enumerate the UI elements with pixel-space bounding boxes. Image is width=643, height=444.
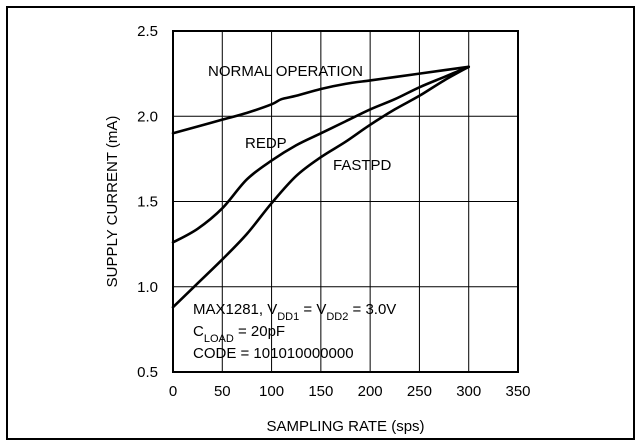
series-line-fastpd [171, 65, 471, 309]
x-axis-title: SAMPLING RATE (sps) [266, 418, 424, 435]
x-tick-label: 0 [169, 383, 177, 400]
cond1-suffix: = 3.0V [348, 301, 396, 318]
y-tick-label: 1.0 [137, 279, 158, 296]
tick-label-layer: 0 50 100 150 200 250 300 350 0.5 1.0 1.5 2.0 2.5 [137, 23, 530, 400]
x-tick-label: 300 [456, 383, 481, 400]
figure-frame [6, 6, 635, 440]
y-tick-label: 0.5 [137, 364, 158, 381]
cond1-prefix: MAX1281, V [193, 301, 277, 318]
curve-layer [171, 65, 471, 309]
cond2-sub-load: LOAD [204, 333, 234, 345]
plot-area-border [172, 30, 519, 373]
y-tick-label: 1.5 [137, 194, 158, 211]
x-tick-label: 250 [407, 383, 432, 400]
y-axis-title: SUPPLY CURRENT (mA) [104, 116, 121, 288]
series-line-normal-operation [171, 65, 471, 135]
fastpd-label: FASTPD [333, 157, 392, 174]
x-tick-label: 150 [308, 383, 333, 400]
condition-line-device: MAX1281, VDD1 = VDD2 = 3.0V [193, 301, 396, 323]
cond1-sub-dd2: DD2 [326, 311, 348, 323]
cond1-mid: = V [299, 301, 326, 318]
x-tick-label: 50 [214, 383, 231, 400]
series-line-redp [171, 65, 471, 244]
condition-line-code: CODE = 101010000000 [193, 345, 354, 362]
normal-operation-label: NORMAL OPERATION [208, 63, 363, 80]
condition-line-load: CLOAD = 20pF [193, 323, 285, 345]
redp-label: REDP [245, 135, 287, 152]
cond1-sub-dd1: DD1 [277, 311, 299, 323]
cond2-prefix: C [193, 323, 204, 340]
y-tick-label: 2.5 [137, 23, 158, 40]
x-tick-label: 350 [505, 383, 530, 400]
cond2-suffix: = 20pF [234, 323, 285, 340]
x-tick-label: 100 [259, 383, 284, 400]
y-tick-label: 2.0 [137, 108, 158, 125]
x-tick-label: 200 [358, 383, 383, 400]
